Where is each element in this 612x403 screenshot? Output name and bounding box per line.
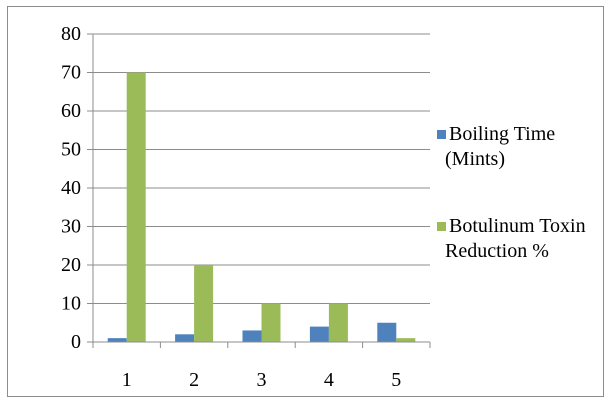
legend-label-line: Boiling Time — [449, 123, 555, 145]
x-tick-labels: 1 2 3 4 5 — [122, 369, 402, 391]
bar-boiling-time — [242, 330, 262, 342]
y-tick-label: 70 — [61, 62, 81, 84]
legend-label-line: Reduction % — [445, 240, 549, 262]
x-tick-label: 3 — [257, 369, 267, 391]
y-tick-label: 40 — [61, 177, 81, 199]
x-tick-label: 2 — [189, 369, 199, 391]
chart-frame — [7, 6, 604, 397]
legend-swatch — [437, 222, 446, 231]
y-tick-label: 50 — [61, 139, 81, 161]
y-tick-label: 30 — [61, 216, 81, 238]
y-tick-label: 60 — [61, 100, 81, 122]
bar-toxin-reduction — [328, 303, 348, 342]
bar-boiling-time — [107, 338, 127, 342]
y-tick-label: 10 — [61, 293, 81, 315]
bar-toxin-reduction — [261, 303, 281, 342]
legend: Boiling Time (Mints) Botulinum Toxin Reduct… — [437, 123, 586, 262]
axes — [87, 33, 431, 348]
gridlines — [93, 33, 430, 304]
legend-label-line: Botulinum Toxin — [449, 215, 586, 237]
bar-boiling-time — [377, 322, 397, 342]
y-tick-label: 20 — [61, 254, 81, 276]
legend-swatch — [437, 130, 446, 139]
y-tick-labels: 0 10 20 30 40 50 60 70 80 — [61, 23, 81, 353]
x-tick-label: 4 — [324, 369, 334, 391]
bars — [107, 72, 416, 342]
bar-toxin-reduction — [126, 72, 146, 342]
x-tick-label: 5 — [391, 369, 401, 391]
legend-label: Botulinum Toxin Reduction % — [445, 215, 586, 262]
bar-boiling-time — [175, 334, 195, 342]
bar-toxin-reduction — [396, 338, 416, 342]
bar-toxin-reduction — [194, 265, 214, 342]
bar-boiling-time — [309, 326, 329, 342]
y-tick-label: 80 — [61, 23, 81, 45]
legend-label-line: (Mints) — [445, 148, 505, 170]
legend-label: Boiling Time (Mints) — [445, 123, 555, 170]
y-tick-label: 0 — [71, 331, 81, 353]
x-tick-label: 1 — [122, 369, 132, 391]
